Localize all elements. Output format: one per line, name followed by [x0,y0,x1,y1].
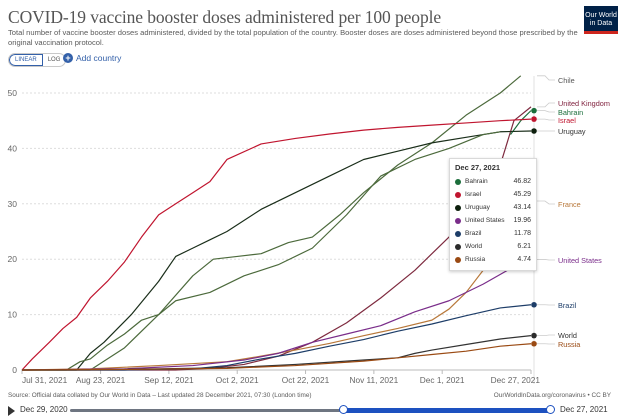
legend-dot-icon [455,230,461,237]
end-dot-uruguay [531,128,537,134]
end-label-leader [537,102,555,108]
chart-subtitle: Total number of vaccine booster doses ad… [8,28,578,47]
chart-title: COVID-19 vaccine booster doses administe… [8,7,442,27]
end-dot-israel [531,116,537,122]
x-tick-label: Jul 31, 2021 [22,375,68,385]
legend-dot-icon [455,217,461,224]
end-label-russia: Russia [558,340,581,349]
logo-line-2: in Data [589,20,613,27]
tooltip-value: 19.96 [513,217,531,224]
timeline-start-handle[interactable] [339,405,349,414]
legend-dot-icon [455,204,461,211]
source-note: Source: Official data collated by Our Wo… [8,392,312,399]
tooltip-country: Uruguay [465,204,490,211]
end-label-brazil: Brazil [558,301,577,310]
tooltip-country: Russia [465,256,486,263]
y-tick-label: 0 [12,365,17,375]
legend-dot-icon [455,178,461,185]
legend-dot-icon [455,256,461,263]
timeline-end-handle[interactable] [545,405,555,414]
play-icon[interactable] [8,406,15,416]
end-label-bahrain: Bahrain [558,108,583,117]
end-label-uruguay: Uruguay [558,127,586,136]
x-tick-label: Nov 11, 2021 [349,375,398,385]
series-line-united-states [21,258,532,371]
end-label-leader [537,259,555,261]
end-dot-russia [531,340,537,347]
x-tick-label: Sep 12, 2021 [144,375,194,385]
logo-line-1: Our World [585,12,617,19]
tooltip-row: Brazil 11.78 [455,227,531,240]
series-line-bahrain [510,110,532,135]
timeline-start-label: Dec 29, 2020 [20,405,68,414]
y-tick-label: 40 [8,143,18,153]
tooltip-date: Dec 27, 2021 [455,163,501,172]
legend-dot-icon [455,191,461,198]
log-scale-button[interactable]: LOG [47,57,61,63]
series-line-uruguay [22,130,532,371]
series-line-chile [22,75,522,371]
tooltip-value: 4.74 [517,256,531,263]
tooltip-row: World 6.21 [455,240,531,253]
tooltip-value: 43.14 [513,204,531,211]
plus-icon: + [63,53,73,63]
tooltip-country: Brazil [465,230,482,237]
end-label-france: France [558,200,581,209]
tooltip: Dec 27, 2021 Bahrain 46.82 Israel 45.29 Urug… [449,158,537,271]
series-line-israel [21,118,532,371]
tooltip-country: United States [465,217,505,224]
x-tick-label: Dec 27, 2021 [491,375,541,385]
owid-logo[interactable]: Our World in Data [584,6,618,34]
x-tick-label: Oct 2, 2021 [216,375,259,385]
license-link[interactable]: OurWorldInData.org/coronavirus • CC BY [493,392,611,399]
tooltip-row: Russia 4.74 [455,253,531,266]
end-dot-brazil [531,301,537,308]
tooltip-country: World [465,243,483,250]
timeline: Dec 29, 2020 Dec 27, 2021 [0,402,619,418]
y-tick-label: 20 [8,254,18,264]
end-label-leader [537,118,555,121]
tooltip-row: Uruguay 43.14 [455,201,531,214]
end-label-chile: Chile [558,76,575,85]
timeline-track[interactable] [70,409,550,412]
tooltip-country: Bahrain [465,178,488,185]
legend-dot-icon [455,243,461,250]
end-label-israel: Israel [558,116,576,125]
linear-scale-button[interactable]: LINEAR [9,54,43,66]
tooltip-row: United States 19.96 [455,214,531,227]
x-tick-label: Oct 22, 2021 [282,375,330,385]
timeline-end-label: Dec 27, 2021 [560,405,608,414]
tooltip-value: 45.29 [513,191,531,198]
end-label-world: World [558,331,577,340]
y-tick-label: 10 [8,310,18,320]
end-label-leader [537,75,555,81]
tooltip-country: Israel [465,191,482,198]
end-dot-world [531,332,537,339]
add-country-button[interactable]: + Add country [63,53,121,63]
end-label-leader [537,200,555,205]
end-label-leader [537,110,555,113]
timeline-selection [343,408,550,413]
tooltip-value: 46.82 [513,178,531,185]
end-label-leader [537,334,555,336]
end-dot-bahrain [531,107,537,114]
x-tick-label: Dec 1, 2021 [420,375,465,385]
series-line-russia [21,343,532,371]
end-label-united-kingdom: United Kingdom [558,99,610,108]
tooltip-row: Bahrain 46.82 [455,175,531,188]
tooltip-value: 6.21 [517,243,531,250]
y-tick-label: 50 [8,88,18,98]
x-tick-label: Aug 23, 2021 [76,375,126,385]
tooltip-row: Israel 45.29 [455,188,531,201]
end-label-united-states: United States [558,256,602,265]
series-line-uruguay-2nd [22,131,501,371]
tooltip-value: 11.78 [514,230,531,237]
add-country-label: Add country [76,53,122,63]
y-tick-label: 30 [8,199,18,209]
